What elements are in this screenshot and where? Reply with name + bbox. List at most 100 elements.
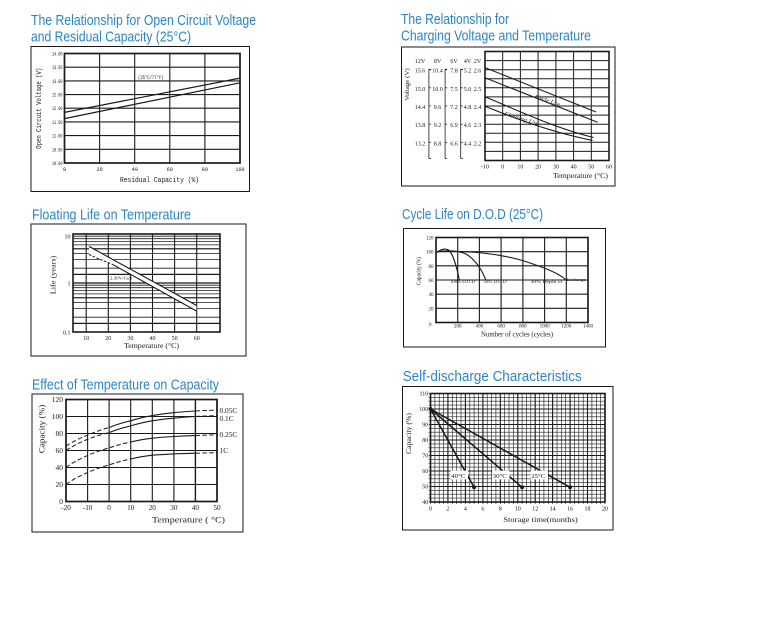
- svg-text:2: 2: [446, 507, 449, 513]
- svg-text:30: 30: [127, 336, 133, 342]
- svg-text:-10: -10: [481, 165, 489, 171]
- svg-text:6.9: 6.9: [450, 123, 458, 129]
- svg-text:9.6: 9.6: [434, 105, 442, 111]
- svg-text:30% Depth of: 30% Depth of: [531, 279, 564, 284]
- svg-text:30°C: 30°C: [493, 473, 507, 480]
- svg-text:120: 120: [52, 395, 64, 404]
- svg-text:13.8: 13.8: [415, 123, 426, 129]
- svg-text:18: 18: [585, 507, 591, 513]
- svg-text:Cycle Life on D.O.D (25°C): Cycle Life on D.O.D (25°C): [402, 207, 543, 223]
- svg-text:4V: 4V: [464, 59, 472, 65]
- svg-text:Charging Voltage and Temperatu: Charging Voltage and Temperature: [401, 29, 591, 45]
- svg-text:5.2: 5.2: [464, 69, 472, 75]
- svg-text:30: 30: [553, 165, 559, 171]
- svg-text:10.0: 10.0: [432, 87, 443, 93]
- svg-text:7.2: 7.2: [450, 105, 458, 111]
- svg-text:50: 50: [588, 165, 594, 171]
- svg-text:40: 40: [429, 293, 435, 298]
- svg-text:10: 10: [517, 165, 523, 171]
- svg-text:100% D.O.D: 100% D.O.D: [450, 279, 475, 284]
- svg-text:0.1: 0.1: [63, 330, 71, 336]
- svg-text:20: 20: [149, 504, 157, 512]
- svg-text:16: 16: [567, 507, 573, 513]
- svg-text:10.4: 10.4: [432, 69, 443, 75]
- svg-text:120: 120: [426, 237, 434, 242]
- svg-text:Voltage (V): Voltage (V): [404, 68, 411, 101]
- svg-text:9.2: 9.2: [434, 123, 442, 129]
- svg-text:0: 0: [429, 507, 432, 513]
- svg-text:80: 80: [56, 429, 64, 438]
- svg-text:discharge: discharge: [566, 277, 586, 282]
- svg-text:0: 0: [107, 504, 111, 512]
- svg-text:60: 60: [194, 336, 200, 342]
- svg-text:2.4: 2.4: [474, 105, 482, 111]
- svg-text:90: 90: [422, 423, 428, 429]
- svg-text:1C: 1C: [220, 446, 229, 455]
- svg-text:100: 100: [419, 407, 428, 413]
- svg-text:12: 12: [532, 507, 538, 513]
- svg-text:11.50: 11.50: [52, 120, 63, 126]
- svg-text:The Relationship for Open Circ: The Relationship for Open Circuit Voltag…: [31, 13, 256, 29]
- svg-text:40: 40: [56, 463, 64, 472]
- svg-text:60: 60: [422, 469, 428, 475]
- svg-text:The Relationship for: The Relationship for: [401, 12, 509, 28]
- svg-text:Temperature (°C): Temperature (°C): [124, 341, 180, 350]
- svg-text:-10: -10: [83, 504, 93, 512]
- svg-text:6: 6: [481, 507, 484, 513]
- svg-text:Self-discharge Characteristics: Self-discharge Characteristics: [403, 369, 582, 385]
- svg-text:13.00: 13.00: [52, 79, 63, 85]
- svg-text:Floating Life on Temperature: Floating Life on Temperature: [32, 208, 191, 224]
- svg-text:10: 10: [515, 507, 521, 513]
- svg-text:11.00: 11.00: [52, 134, 63, 140]
- svg-text:15.0: 15.0: [415, 87, 426, 93]
- svg-text:(25°C/77°F): (25°C/77°F): [138, 75, 164, 81]
- svg-text:Capacity (%): Capacity (%): [405, 412, 413, 454]
- svg-text:0: 0: [59, 497, 63, 506]
- svg-text:2.3: 2.3: [474, 123, 482, 129]
- svg-text:0: 0: [63, 167, 66, 173]
- svg-text:40: 40: [150, 336, 156, 342]
- svg-text:8: 8: [499, 507, 502, 513]
- svg-text:20: 20: [429, 307, 435, 312]
- svg-text:0: 0: [429, 323, 432, 328]
- svg-text:40°C: 40°C: [451, 473, 465, 480]
- svg-text:0.05C: 0.05C: [220, 406, 238, 415]
- svg-text:10: 10: [83, 336, 89, 342]
- svg-text:40: 40: [192, 504, 200, 512]
- svg-text:4.8: 4.8: [464, 105, 472, 111]
- svg-text:1200: 1200: [561, 325, 572, 330]
- svg-text:4: 4: [464, 507, 467, 513]
- svg-text:Effect of Temperature on Capac: Effect of Temperature on Capacity: [32, 377, 220, 393]
- svg-text:Capacity (%): Capacity (%): [38, 404, 47, 453]
- svg-text:15.6: 15.6: [415, 69, 426, 75]
- svg-text:4.6: 4.6: [464, 123, 472, 129]
- svg-text:1: 1: [68, 282, 71, 288]
- svg-text:14: 14: [550, 507, 556, 513]
- svg-text:10: 10: [127, 504, 135, 512]
- svg-text:12.00: 12.00: [52, 106, 63, 112]
- svg-text:12.50: 12.50: [52, 93, 63, 99]
- svg-text:Residual Capacity (%): Residual Capacity (%): [120, 177, 199, 185]
- svg-text:1000: 1000: [540, 325, 551, 330]
- svg-text:10.00: 10.00: [52, 161, 63, 167]
- svg-text:Storage time(months): Storage time(months): [503, 515, 578, 524]
- svg-text:0: 0: [501, 165, 504, 171]
- svg-text:25°C: 25°C: [531, 473, 545, 480]
- svg-text:8.8: 8.8: [434, 141, 442, 147]
- svg-text:110: 110: [420, 392, 429, 398]
- svg-text:5.0: 5.0: [464, 87, 472, 93]
- svg-text:600: 600: [497, 325, 505, 330]
- svg-text:12V: 12V: [415, 59, 426, 65]
- svg-text:Temperature (°C): Temperature (°C): [553, 172, 609, 180]
- svg-text:20: 20: [96, 167, 102, 173]
- svg-text:200: 200: [454, 325, 462, 330]
- svg-text:Life (years): Life (years): [50, 255, 58, 294]
- svg-text:60: 60: [606, 165, 612, 171]
- svg-text:20: 20: [105, 336, 111, 342]
- svg-text:20: 20: [56, 480, 64, 489]
- svg-text:50: 50: [422, 485, 428, 491]
- svg-text:40: 40: [132, 167, 138, 173]
- svg-text:50: 50: [213, 504, 221, 512]
- svg-text:10: 10: [65, 235, 71, 241]
- svg-text:2.30V/Cell: 2.30V/Cell: [110, 276, 133, 281]
